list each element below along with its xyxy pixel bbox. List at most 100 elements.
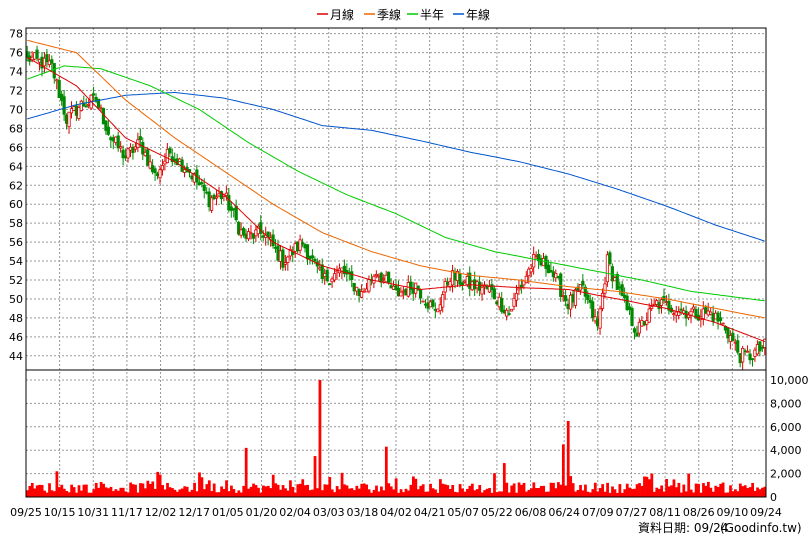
date-tick-label: 06/24 xyxy=(548,506,580,519)
candle-body xyxy=(433,308,437,311)
volume-bar xyxy=(227,491,231,497)
candle-body xyxy=(276,245,280,261)
ma-month-line xyxy=(26,56,765,343)
volume-bar xyxy=(552,482,555,497)
volume-bar xyxy=(478,485,482,497)
candle-body xyxy=(418,289,423,299)
volume-bar xyxy=(397,492,400,497)
candle-body xyxy=(308,255,312,260)
candle-body xyxy=(487,286,492,293)
volume-bar xyxy=(335,486,339,497)
candle-body xyxy=(160,165,165,171)
candle-body xyxy=(672,313,676,316)
price-tick-label: 62 xyxy=(9,179,23,192)
volume-bar xyxy=(35,485,39,497)
volume-bar xyxy=(252,483,255,497)
candle-body xyxy=(328,283,332,286)
date-tick-label: 08/11 xyxy=(649,506,681,519)
volume-bar xyxy=(269,488,273,497)
candle-body xyxy=(35,49,39,59)
volume-bar xyxy=(741,486,745,497)
candle-body xyxy=(497,296,501,308)
volume-bar xyxy=(80,490,83,497)
candle-body xyxy=(460,282,464,286)
volume-bar xyxy=(207,480,211,497)
candle-body xyxy=(738,353,742,364)
candle-body xyxy=(143,151,147,157)
candle-body xyxy=(387,271,391,283)
ma-quarter-line xyxy=(27,39,765,319)
volume-bar xyxy=(107,488,110,497)
volume-bar xyxy=(129,482,133,497)
volume-bar xyxy=(188,491,192,497)
price-tick-label: 60 xyxy=(9,198,23,211)
volume-bar xyxy=(45,492,49,497)
candle-body xyxy=(246,231,251,240)
candle-body xyxy=(281,249,285,268)
date-tick-label: 10/31 xyxy=(77,506,109,519)
volume-bar xyxy=(753,490,757,497)
price-tick-label: 76 xyxy=(9,47,23,60)
candle-body xyxy=(310,255,315,259)
volume-bar xyxy=(647,479,651,497)
volume-bar xyxy=(510,485,514,497)
volume-tick-label: 6,000 xyxy=(770,421,802,434)
candle-body xyxy=(300,242,305,245)
volume-bar xyxy=(158,474,162,497)
volume-bar xyxy=(616,492,619,497)
volume-bar xyxy=(640,485,644,497)
date-tick-label: 01/20 xyxy=(246,506,278,519)
candle-body xyxy=(401,290,405,293)
ma-half-line xyxy=(27,65,765,302)
volume-bar xyxy=(28,486,32,497)
candle-body xyxy=(731,332,735,342)
candle-body xyxy=(736,340,740,353)
candle-body xyxy=(69,108,74,114)
legend-label-ma-year: 年線 xyxy=(466,7,490,22)
volume-bar xyxy=(748,487,752,497)
volume-bar xyxy=(266,485,270,497)
volume-bar xyxy=(48,483,51,497)
volume-bar xyxy=(60,484,64,497)
volume-bar xyxy=(244,447,248,497)
candle-body xyxy=(507,313,511,315)
volume-bar xyxy=(330,489,334,497)
volume-bar xyxy=(495,492,499,497)
candle-body xyxy=(551,271,555,278)
volume-bar xyxy=(343,484,346,497)
candle-body xyxy=(323,272,327,277)
candle-body xyxy=(541,257,546,267)
candle-body xyxy=(465,275,469,285)
candle-body xyxy=(151,165,155,173)
candle-body xyxy=(406,282,410,297)
candle-body xyxy=(214,196,219,199)
candle-body xyxy=(197,182,201,186)
volume-bar xyxy=(711,491,715,497)
candle-body xyxy=(396,287,401,297)
candle-body xyxy=(42,57,47,67)
volume-bar xyxy=(638,483,641,497)
candle-body xyxy=(446,281,450,285)
candle-body xyxy=(126,148,130,159)
candle-body xyxy=(64,114,69,124)
volume-bar xyxy=(134,484,137,497)
candlesticks xyxy=(25,45,767,370)
volume-bar xyxy=(112,491,115,497)
volume-bar xyxy=(480,492,484,497)
volume-bar xyxy=(566,420,570,497)
volume-bar xyxy=(141,483,145,497)
volume-bar xyxy=(620,492,624,497)
candle-body xyxy=(694,309,698,319)
volume-bar xyxy=(311,489,314,497)
volume-bar xyxy=(672,479,676,497)
volume-bar xyxy=(72,487,76,497)
candle-body xyxy=(635,332,639,337)
volume-bar xyxy=(704,485,708,497)
candle-body xyxy=(359,291,364,298)
volume-bar xyxy=(350,488,354,497)
volume-bar xyxy=(758,489,762,497)
volume-bar xyxy=(279,489,282,497)
volume-bar xyxy=(97,487,101,497)
candle-body xyxy=(79,100,83,112)
candle-body xyxy=(485,286,489,289)
